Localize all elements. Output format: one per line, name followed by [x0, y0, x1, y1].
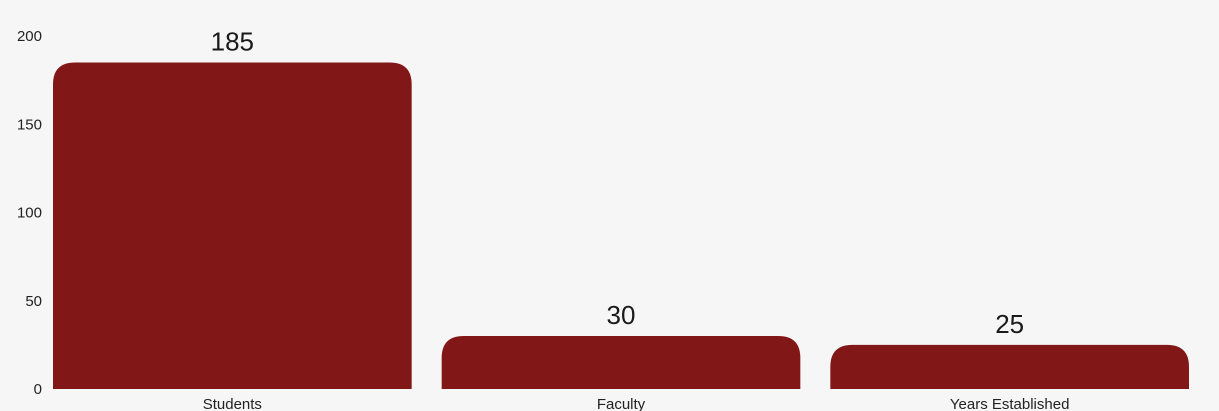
x-category-label: Students: [203, 396, 262, 411]
x-category-label: Faculty: [597, 396, 646, 411]
y-tick-label: 50: [25, 293, 42, 310]
y-tick-label: 0: [34, 381, 42, 398]
bar-years-established: [830, 344, 1189, 389]
bar-faculty: [441, 336, 801, 389]
value-label-group: 185 30 25: [211, 26, 1024, 338]
value-label: 25: [995, 309, 1024, 339]
bar-group: [53, 62, 1189, 389]
x-category-label: Years Established: [950, 396, 1070, 411]
value-label: 30: [607, 300, 636, 330]
x-axis: Students Faculty Years Established: [203, 396, 1070, 411]
bar-students: [53, 62, 412, 389]
y-tick-label: 200: [17, 28, 42, 45]
y-axis: 0 50 100 150 200: [17, 28, 42, 398]
y-tick-label: 150: [17, 116, 42, 133]
y-tick-label: 100: [17, 205, 42, 222]
value-label: 185: [211, 26, 254, 56]
